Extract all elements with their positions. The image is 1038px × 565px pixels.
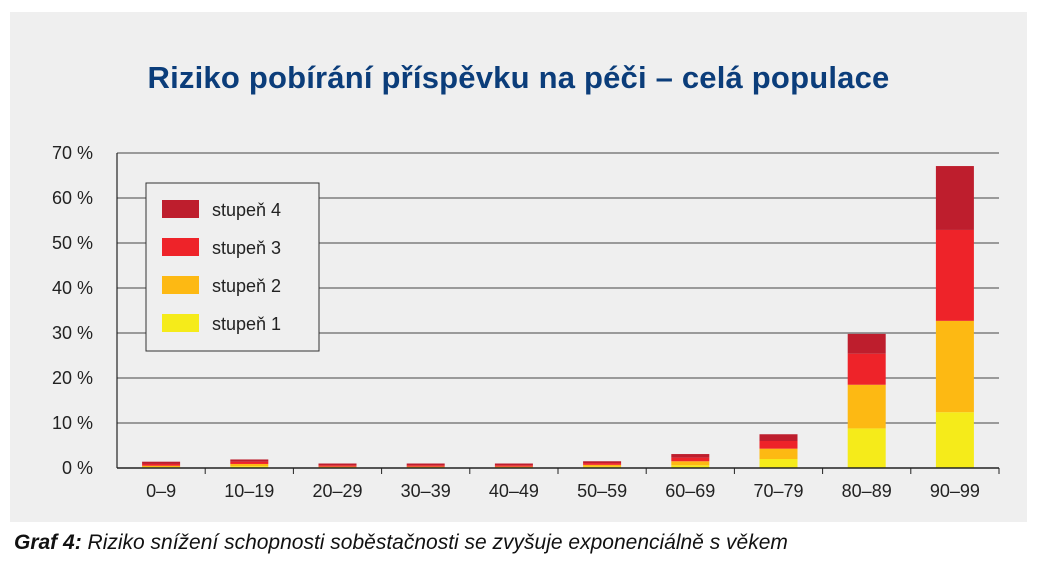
x-tick-label: 50–59 xyxy=(577,481,627,501)
chart-title: Riziko pobírání příspěvku na péči – celá… xyxy=(147,60,890,95)
y-tick-label: 0 % xyxy=(62,458,93,478)
legend-label: stupeň 3 xyxy=(212,238,281,258)
bar-segment-60–69-s1 xyxy=(671,465,710,468)
x-tick-label: 0–9 xyxy=(146,481,176,501)
x-tick-label: 70–79 xyxy=(753,481,803,501)
caption-label: Graf 4: xyxy=(14,531,82,554)
legend-swatch xyxy=(162,314,199,332)
y-tick-label: 40 % xyxy=(52,278,93,298)
x-tick-label: 90–99 xyxy=(930,481,980,501)
bar-segment-0–9-s3 xyxy=(142,463,181,466)
bar-segment-80–89-s2 xyxy=(847,384,886,429)
legend-label: stupeň 2 xyxy=(212,276,281,296)
bar-segment-90–99-s3 xyxy=(935,229,974,321)
bar-segment-80–89-s1 xyxy=(847,428,886,468)
caption-text: Riziko snížení schopnosti soběstačnosti … xyxy=(81,531,788,554)
axes: 0 % 10 % 20 % 30 % 40 % 50 % 60 % 70 % 0–9 10–19 2… xyxy=(52,143,1000,501)
bar-segment-60–69-s3 xyxy=(671,457,710,462)
bar-segment-0–9-s2 xyxy=(142,465,181,468)
bar-segment-80–89-s3 xyxy=(847,353,886,385)
bar-segment-0–9-s4 xyxy=(142,461,181,464)
bar-segment-70–79-s4 xyxy=(759,434,798,441)
figure-caption: Graf 4: Riziko snížení schopnosti soběst… xyxy=(14,531,788,555)
bar-segment-10–19-s2 xyxy=(230,463,269,467)
bar-segment-70–79-s3 xyxy=(759,441,798,449)
bar-segment-50–59-s2 xyxy=(583,464,622,467)
legend: stupeň 4 stupeň 3 stupeň 2 stupeň 1 xyxy=(145,182,320,352)
bar-segment-70–79-s2 xyxy=(759,448,798,459)
bar-segment-10–19-s1 xyxy=(230,466,269,468)
bar-segment-90–99-s4 xyxy=(935,166,974,230)
x-tick-label: 40–49 xyxy=(489,481,539,501)
y-tick-label: 70 % xyxy=(52,143,93,163)
bar-segment-20–29-s3 xyxy=(318,465,357,467)
x-tick-label: 20–29 xyxy=(312,481,362,501)
legend-label: stupeň 4 xyxy=(212,200,281,220)
bar-segment-10–19-s4 xyxy=(230,459,269,462)
bar-segment-60–69-s4 xyxy=(671,454,710,458)
y-tick-label: 60 % xyxy=(52,188,93,208)
y-tick-label: 30 % xyxy=(52,323,93,343)
bar-segment-60–69-s2 xyxy=(671,461,710,466)
bar-segment-20–29-s4 xyxy=(318,463,357,466)
bar-segment-50–59-s4 xyxy=(583,461,622,464)
bars xyxy=(142,166,974,468)
bar-segment-70–79-s1 xyxy=(759,459,798,468)
bar-segment-40–49-s2 xyxy=(494,466,533,468)
bar-segment-30–39-s2 xyxy=(406,466,445,468)
x-tick-label: 10–19 xyxy=(224,481,274,501)
bar-segment-40–49-s4 xyxy=(494,463,533,466)
legend-swatch xyxy=(162,238,199,256)
bar-segment-90–99-s2 xyxy=(935,320,974,413)
bar-segment-50–59-s3 xyxy=(583,463,622,465)
x-tick-label: 80–89 xyxy=(842,481,892,501)
y-tick-label: 20 % xyxy=(52,368,93,388)
bar-segment-40–49-s3 xyxy=(494,465,533,467)
y-tick-label: 10 % xyxy=(52,413,93,433)
legend-swatch xyxy=(162,276,199,294)
bar-segment-90–99-s1 xyxy=(935,412,974,468)
bar-segment-20–29-s2 xyxy=(318,466,357,468)
bar-segment-30–39-s3 xyxy=(406,465,445,467)
bar-segment-30–39-s4 xyxy=(406,463,445,466)
bar-segment-10–19-s3 xyxy=(230,461,269,464)
y-tick-label: 50 % xyxy=(52,233,93,253)
legend-swatch xyxy=(162,200,199,218)
bar-segment-80–89-s4 xyxy=(847,333,886,354)
legend-label: stupeň 1 xyxy=(212,314,281,334)
x-tick-label: 60–69 xyxy=(665,481,715,501)
x-tick-label: 30–39 xyxy=(401,481,451,501)
